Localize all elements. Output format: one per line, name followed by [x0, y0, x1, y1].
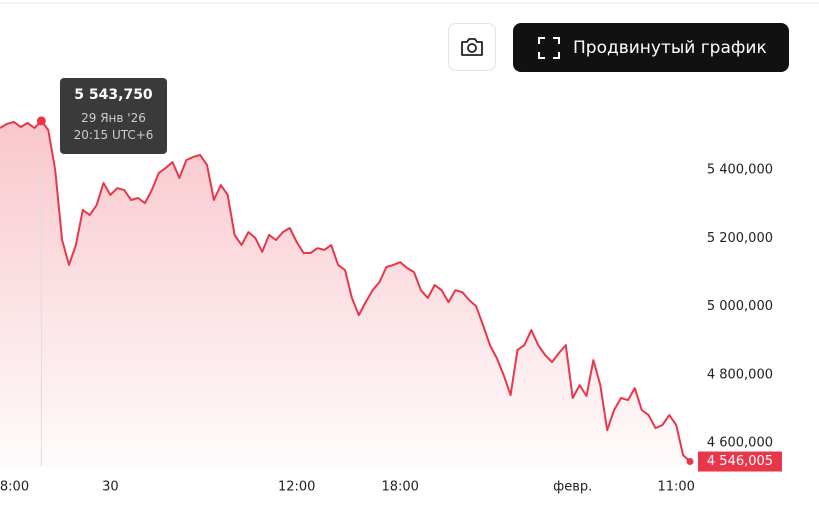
y-tick-label: 4 600,000	[707, 436, 773, 451]
tooltip-time: 20:15 UTC+6	[73, 128, 154, 142]
area-fill	[0, 120, 690, 468]
screenshot-button[interactable]	[448, 23, 496, 71]
y-tick-label: 5 200,000	[707, 231, 773, 246]
tooltip: 5 543,750 29 Янв '26 20:15 UTC+6	[60, 78, 167, 154]
x-tick-label: 18:00	[0, 480, 29, 495]
x-tick-label: 12:00	[278, 480, 315, 495]
x-tick-label: февр.	[553, 480, 592, 495]
y-tick-label: 5 400,000	[707, 163, 773, 178]
advanced-chart-label: Продвинутый график	[573, 37, 767, 58]
last-price-tag	[698, 451, 782, 472]
y-tick-label: 5 000,000	[707, 299, 773, 314]
expand-icon	[538, 36, 560, 59]
tooltip-date: 29 Янв '26	[81, 111, 146, 125]
price-line	[0, 119, 691, 463]
advanced-chart-button[interactable]: Продвинутый график	[513, 23, 789, 72]
x-tick-label: 11:00	[657, 480, 694, 495]
hover-point	[36, 116, 46, 126]
camera-icon	[461, 38, 483, 56]
last-price-label: 4 546,005	[707, 454, 773, 469]
y-tick-label: 4 800,000	[707, 367, 773, 382]
x-tick-label: 30	[102, 480, 119, 495]
last-point	[686, 458, 694, 466]
tooltip-value: 5 543,750	[74, 87, 153, 103]
x-tick-label: 18:00	[381, 480, 418, 495]
